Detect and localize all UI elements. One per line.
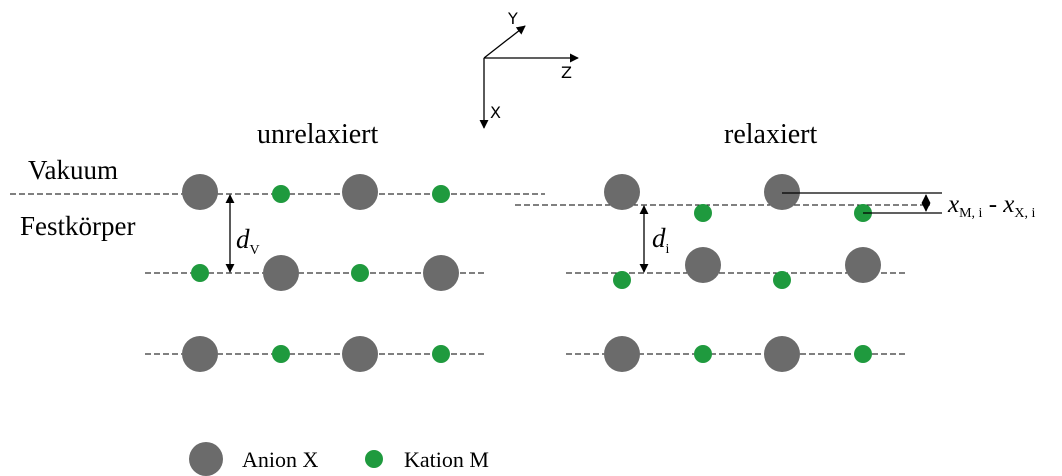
anion [263, 255, 299, 291]
cation [694, 204, 712, 222]
x-axis-label: X [490, 103, 501, 122]
displacement-label: xM, i - xX, i [947, 191, 1036, 221]
di-label: di [652, 223, 670, 257]
dv-label: dV [236, 224, 260, 258]
cation [432, 185, 450, 203]
legend-anion-swatch [189, 442, 223, 476]
anion [342, 336, 378, 372]
anion [764, 174, 800, 210]
anion [182, 174, 218, 210]
title-relaxed: relaxiert [724, 119, 817, 150]
anion [342, 174, 378, 210]
cation [351, 264, 369, 282]
y-axis-arrow [483, 25, 526, 59]
legend-cation-label: Kation M [404, 447, 489, 472]
legend-cation-swatch [365, 450, 383, 468]
label-festkoerper: Festkörper [20, 211, 135, 241]
panel-unrelaxed: dV [10, 174, 545, 372]
cation [432, 345, 450, 363]
anion [182, 336, 218, 372]
coordinate-axes: Y Z X [479, 9, 579, 129]
anion [685, 247, 721, 283]
legend-anion-label: Anion X [242, 447, 319, 472]
title-unrelaxed: unrelaxiert [257, 119, 378, 150]
cation [272, 345, 290, 363]
z-axis-label: Z [561, 63, 572, 82]
label-vakuum: Vakuum [28, 155, 118, 185]
cation [613, 271, 631, 289]
anion [764, 336, 800, 372]
cation [191, 264, 209, 282]
cation [694, 345, 712, 363]
panel-relaxed: di xM, i - xX, i [515, 174, 1036, 372]
anion [423, 255, 459, 291]
legend: Anion X Kation M [189, 442, 489, 476]
y-axis-label: Y [507, 9, 518, 28]
anion [604, 336, 640, 372]
cation [272, 185, 290, 203]
cation [854, 345, 872, 363]
anion [604, 174, 640, 210]
anion [845, 247, 881, 283]
cation [773, 271, 791, 289]
